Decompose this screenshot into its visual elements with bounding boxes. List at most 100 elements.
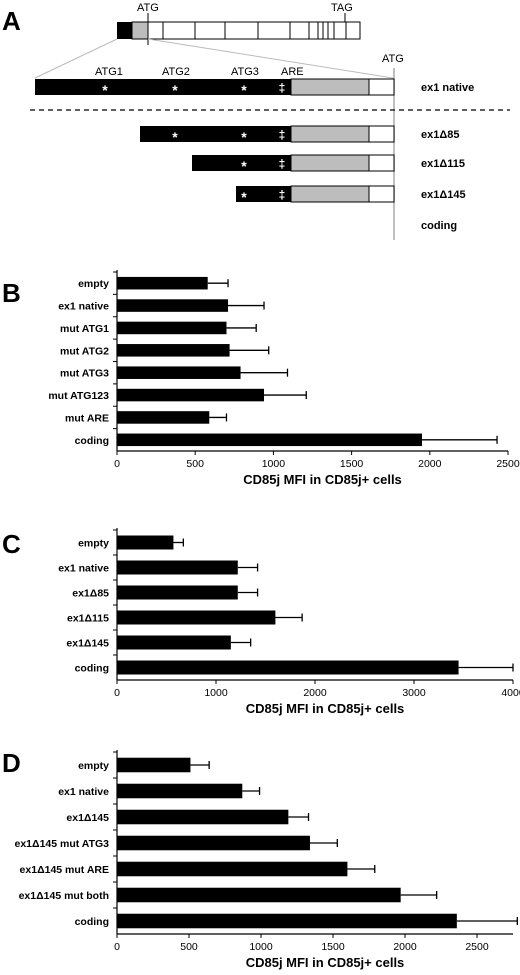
x-tick-label: 1000: [249, 941, 273, 953]
panel-d-chart: empty ex1 native ex1Δ145 ex1Δ145 mut ATG3 ex…: [15, 750, 518, 970]
category-label: empty: [78, 760, 109, 772]
are-label: ARE: [281, 66, 304, 78]
bar: [117, 913, 457, 929]
construct-ex1d145: * ‡ ex1Δ145: [236, 185, 466, 205]
panel-d-letter: D: [2, 748, 21, 778]
atg2-label: ATG2: [162, 66, 190, 78]
construct-label-ex1d115: ex1Δ115: [421, 158, 465, 170]
x-tick-label: 1000: [262, 458, 286, 470]
bar: [117, 809, 289, 825]
construct-label-ex1-native: ex1 native: [421, 82, 474, 94]
bar: [117, 887, 401, 903]
bar: [117, 433, 422, 447]
category-label: mut ATG1: [60, 323, 109, 335]
bar: [117, 535, 174, 550]
x-axis-title: CD85j MFI in CD85j+ cells: [246, 955, 405, 970]
gene-tag-label: TAG: [331, 2, 353, 14]
category-label: mut ATG3: [60, 368, 109, 380]
bar: [117, 299, 229, 312]
category-label: empty: [78, 538, 109, 550]
bar: [117, 783, 243, 799]
coding-atg-label: ATG: [382, 53, 404, 65]
construct-ex1-native-black: [35, 79, 291, 95]
category-label: mut ARE: [65, 412, 109, 424]
x-tick-label: 4000: [501, 687, 520, 699]
x-tick-label: 1500: [321, 941, 345, 953]
x-tick-label: 2500: [496, 458, 520, 470]
panel-a-letter: A: [2, 6, 21, 36]
bar: [117, 635, 231, 650]
category-label: mut ATG2: [60, 345, 109, 357]
category-label: mut ATG123: [48, 390, 109, 402]
category-label: empty: [78, 278, 109, 290]
are-dagger: ‡: [279, 81, 286, 95]
category-label: ex1 native: [58, 563, 109, 575]
ex1d115-atg3-star: *: [241, 158, 247, 174]
gene-atg-label: ATG: [137, 2, 159, 14]
category-label: ex1Δ85: [72, 588, 109, 600]
category-label: ex1Δ145 mut ATG3: [15, 838, 110, 850]
bar: [117, 560, 238, 575]
atg3-star: *: [241, 82, 247, 98]
panel-b-chart: empty ex1 native mut ATG1 mut ATG2 mut ATG3 m…: [48, 270, 520, 487]
ex1d145-atg3-star: *: [241, 189, 247, 205]
category-label: ex1Δ145 mut both: [19, 890, 109, 902]
category-label: ex1Δ145 mut ARE: [20, 864, 109, 876]
ex1d145-are-dagger: ‡: [279, 188, 286, 202]
gene-exon-boundaries: [162, 22, 347, 39]
bar: [117, 276, 208, 290]
bar: [117, 660, 459, 675]
category-label: ex1 native: [58, 786, 109, 798]
gene-map: ATG TAG: [117, 2, 361, 45]
panel-b-letter: B: [2, 278, 21, 308]
construct-ex1d145-coding: [368, 185, 395, 203]
construct-ex1d85-coding: [368, 125, 395, 143]
x-tick-label: 3000: [402, 687, 426, 699]
panel-a-schematic: A ATG TAG: [2, 2, 510, 240]
bar: [117, 610, 276, 625]
ex1d115-are-dagger: ‡: [279, 157, 286, 171]
x-tick-label: 2000: [393, 941, 417, 953]
bar: [117, 366, 241, 379]
panel-c-chart: empty ex1 native ex1Δ85 ex1Δ115 ex1Δ145 codin…: [58, 528, 520, 716]
ex1d85-are-dagger: ‡: [279, 128, 286, 142]
gene-exon1-utr-grey: [131, 21, 149, 40]
zoom-line-left: [34, 38, 118, 79]
x-tick-label: 1000: [204, 687, 228, 699]
bar: [117, 861, 348, 877]
x-tick-label: 2000: [418, 458, 442, 470]
construct-ex1d85: * * ‡ ex1Δ85: [140, 125, 460, 145]
construct-ex1d145-grey: [290, 185, 370, 203]
bar: [117, 835, 310, 851]
construct-ex1d85-black: [140, 126, 291, 142]
category-label: ex1Δ145: [66, 638, 109, 650]
x-tick-label: 2500: [465, 941, 489, 953]
panel-c-letter: C: [2, 529, 21, 559]
x-tick-label: 500: [180, 941, 198, 953]
atg3-label: ATG3: [231, 66, 259, 78]
construct-ex1d145-black: [236, 186, 291, 202]
x-tick-label: 2000: [303, 687, 327, 699]
category-label: coding: [75, 435, 109, 447]
atg1-label: ATG1: [95, 66, 123, 78]
construct-label-ex1d85: ex1Δ85: [421, 129, 460, 141]
bar: [117, 388, 265, 402]
construct-ex1-native-grey: [290, 78, 370, 96]
construct-ex1d115-coding: [368, 154, 395, 172]
x-tick-label: 0: [114, 458, 120, 470]
construct-ex1d115: * ‡ ex1Δ115: [192, 154, 465, 174]
atg2-star: *: [172, 82, 178, 98]
bar: [117, 411, 210, 424]
gene-exon1-utr-black: [117, 22, 132, 39]
category-label: ex1 native: [58, 301, 109, 313]
x-axis-title: CD85j MFI in CD85j+ cells: [246, 701, 405, 716]
bar: [117, 757, 191, 773]
x-tick-label: 0: [114, 687, 120, 699]
construct-label-ex1d145: ex1Δ145: [421, 189, 466, 201]
construct-label-coding: coding: [421, 220, 457, 232]
ex1d85-atg3-star: *: [241, 129, 247, 145]
construct-ex1-native-coding: [368, 78, 395, 96]
zoom-line-right: [147, 38, 394, 79]
x-axis-title: CD85j MFI in CD85j+ cells: [243, 472, 402, 487]
atg1-star: *: [102, 82, 108, 98]
